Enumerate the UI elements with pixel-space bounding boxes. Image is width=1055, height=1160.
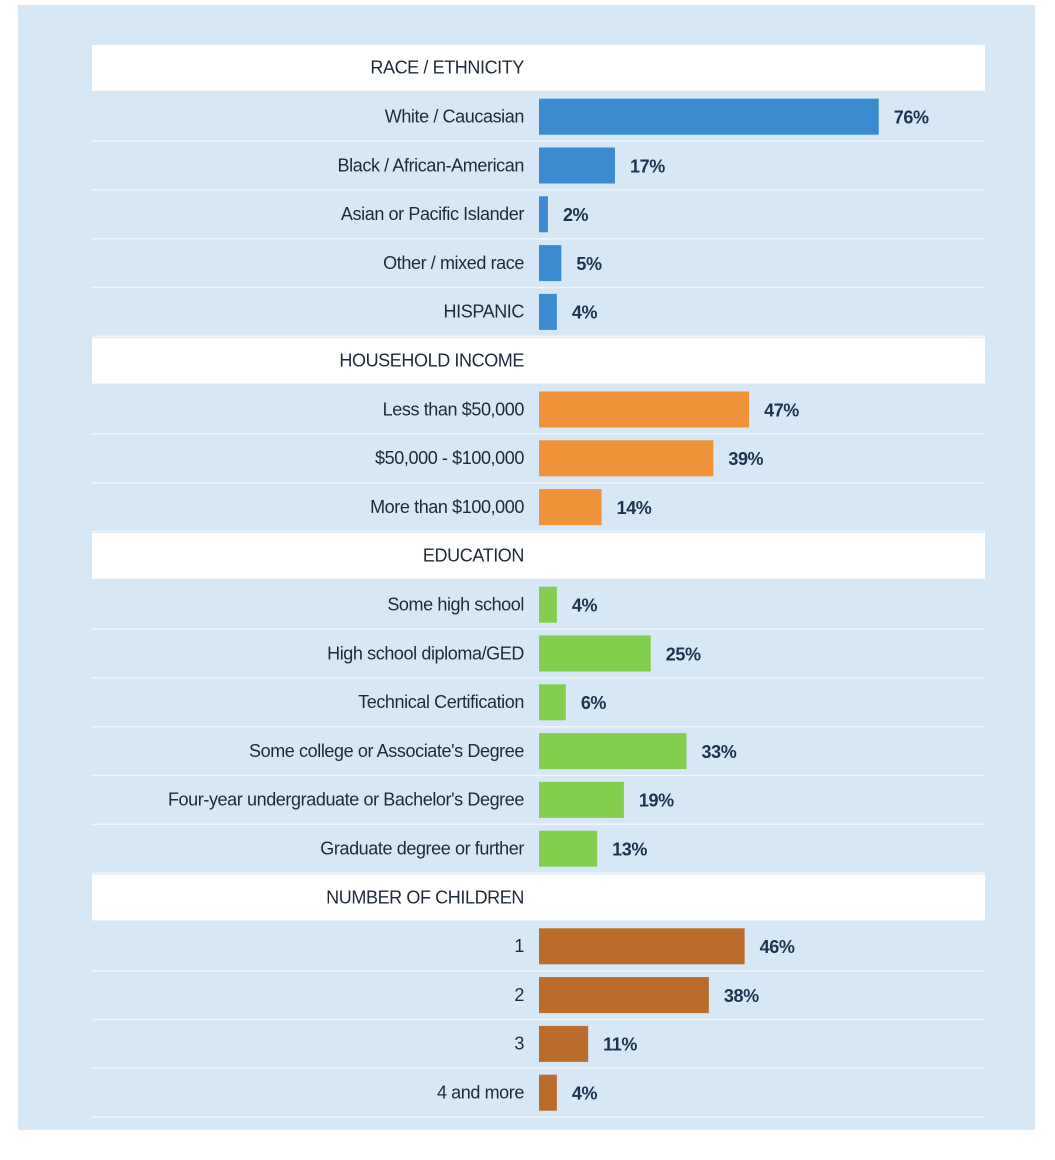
- category-label: Some high school: [387, 594, 524, 614]
- bar: [539, 830, 598, 867]
- value-label: 46%: [760, 937, 795, 957]
- value-label: 11%: [603, 1035, 637, 1055]
- bar: [539, 147, 615, 184]
- value-label: 17%: [630, 156, 665, 176]
- bar: [539, 98, 879, 135]
- bar: [539, 196, 548, 233]
- value-label: 25%: [666, 644, 701, 664]
- value-label: 33%: [702, 742, 737, 762]
- bar: [539, 293, 557, 330]
- value-label: 6%: [581, 693, 607, 713]
- value-label: 2%: [563, 205, 589, 225]
- group-header: [92, 533, 985, 579]
- group-header: [92, 337, 985, 384]
- value-label: 47%: [764, 400, 799, 420]
- bar: [539, 1074, 557, 1111]
- category-label: High school diploma/GED: [327, 643, 524, 663]
- value-label: 14%: [617, 498, 652, 518]
- value-label: 5%: [576, 254, 602, 274]
- category-label: 3: [514, 1034, 524, 1054]
- category-label: Technical Certification: [358, 692, 524, 712]
- category-label: Four-year undergraduate or Bachelor's De…: [168, 790, 524, 810]
- group-title: EDUCATION: [423, 546, 524, 566]
- group-title: NUMBER OF CHILDREN: [326, 887, 524, 907]
- bar: [539, 635, 651, 672]
- group-header: [92, 45, 985, 91]
- value-label: 4%: [572, 1083, 598, 1103]
- category-label: Other / mixed race: [383, 253, 524, 273]
- category-label: Asian or Pacific Islander: [341, 204, 524, 224]
- bar: [539, 489, 602, 526]
- category-label: Some college or Associate's Degree: [249, 741, 524, 761]
- bar: [539, 586, 557, 623]
- category-label: More than $100,000: [370, 497, 524, 517]
- category-label: 1: [514, 936, 524, 956]
- category-label: HISPANIC: [444, 302, 525, 322]
- category-label: $50,000 - $100,000: [375, 448, 524, 468]
- group-title: RACE / ETHNICITY: [370, 58, 524, 78]
- category-label: Less than $50,000: [383, 399, 525, 419]
- bar: [539, 781, 624, 818]
- category-label: Graduate degree or further: [320, 838, 524, 858]
- group-header: [92, 874, 985, 921]
- bar: [539, 1025, 589, 1062]
- category-label: 2: [514, 985, 524, 1005]
- category-label: Black / African-American: [338, 155, 524, 175]
- value-label: 39%: [728, 449, 763, 469]
- value-label: 4%: [572, 595, 598, 615]
- value-label: 13%: [612, 839, 647, 859]
- bar: [539, 245, 562, 282]
- value-label: 4%: [572, 303, 598, 323]
- group-title: HOUSEHOLD INCOME: [339, 350, 524, 370]
- bar: [539, 733, 687, 770]
- bar: [539, 391, 750, 428]
- value-label: 38%: [724, 986, 759, 1006]
- bar: [539, 928, 745, 965]
- value-label: 76%: [894, 107, 929, 127]
- bar: [539, 684, 566, 721]
- category-label: White / Caucasian: [385, 106, 524, 126]
- bar: [539, 977, 709, 1014]
- bar: [539, 440, 714, 477]
- value-label: 19%: [639, 791, 674, 811]
- category-label: 4 and more: [437, 1082, 524, 1102]
